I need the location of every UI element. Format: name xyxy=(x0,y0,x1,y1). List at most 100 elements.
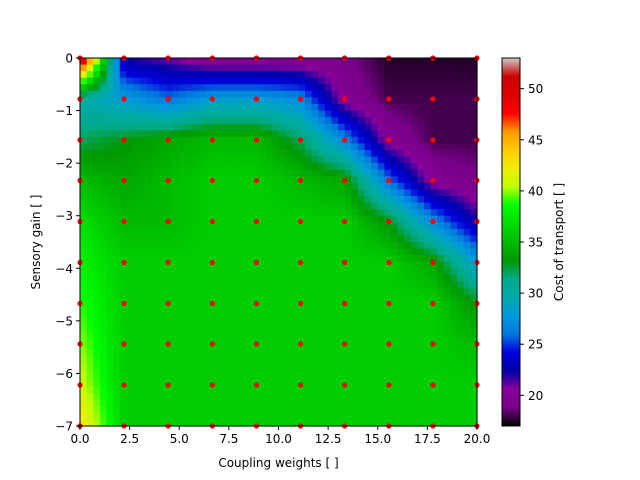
heatmap-cell xyxy=(371,334,379,342)
heatmap-cell xyxy=(166,130,174,138)
heatmap-cell xyxy=(404,353,412,361)
heatmap-cell xyxy=(338,169,346,177)
heatmap-cell xyxy=(119,353,127,361)
heatmap-cell xyxy=(457,347,465,355)
heatmap-cell xyxy=(271,156,280,164)
heatmap-cell xyxy=(252,196,260,204)
heatmap-cell xyxy=(199,143,207,151)
heatmap-cell xyxy=(285,123,293,131)
heatmap-cell xyxy=(113,334,121,342)
heatmap-cell xyxy=(318,189,326,197)
heatmap-cell xyxy=(185,268,194,276)
heatmap-cell xyxy=(172,84,180,92)
heatmap-cell xyxy=(185,235,194,243)
heatmap-cell xyxy=(371,150,379,158)
heatmap-cell xyxy=(377,182,385,191)
heatmap-cell xyxy=(152,97,160,105)
heatmap-cell xyxy=(417,294,425,302)
heatmap-cell xyxy=(199,110,207,118)
heatmap-cell xyxy=(166,215,174,223)
heatmap-cell xyxy=(166,143,174,151)
heatmap-cell xyxy=(410,281,419,289)
heatmap-cell xyxy=(172,360,180,368)
heatmap-cell xyxy=(371,117,379,125)
heatmap-cell xyxy=(80,412,88,421)
heatmap-cell xyxy=(225,110,233,118)
heatmap-cell xyxy=(205,347,213,355)
heatmap-cell xyxy=(417,255,425,263)
heatmap-cell xyxy=(212,90,220,99)
heatmap-cell xyxy=(192,274,200,283)
heatmap-cell xyxy=(185,366,194,375)
heatmap-cell xyxy=(258,242,266,250)
heatmap-cell xyxy=(470,228,478,237)
heatmap-cell xyxy=(218,261,227,269)
heatmap-cell xyxy=(126,334,134,342)
heatmap-cell xyxy=(179,209,187,217)
heatmap-cell xyxy=(291,288,299,296)
heatmap-cell xyxy=(318,353,326,361)
heatmap-cell xyxy=(344,58,352,66)
heatmap-cell xyxy=(331,150,339,158)
heatmap-cell xyxy=(311,294,319,302)
heatmap-cell xyxy=(390,327,399,335)
heatmap-cell xyxy=(278,150,286,158)
heatmap-cell xyxy=(119,84,127,92)
heatmap-cell xyxy=(278,156,286,164)
heatmap-cell xyxy=(152,222,160,230)
heatmap-cell xyxy=(113,123,121,131)
heatmap-cell xyxy=(126,419,134,427)
heatmap-cell xyxy=(225,261,233,269)
heatmap-cell xyxy=(119,406,127,414)
heatmap-cell xyxy=(285,77,293,85)
x-axis-label: Coupling weights [ ] xyxy=(218,456,338,470)
heatmap-cell xyxy=(106,288,114,296)
heatmap-cell xyxy=(126,281,134,289)
heatmap-cell xyxy=(126,294,134,302)
y-tick-label: −4 xyxy=(55,262,73,276)
heatmap-cell xyxy=(218,412,227,421)
heatmap-cell xyxy=(146,104,154,112)
heatmap-cell xyxy=(278,71,286,79)
heatmap-cell xyxy=(357,366,366,375)
heatmap-cell xyxy=(192,294,200,302)
heatmap-cell xyxy=(377,202,385,210)
heatmap-cell xyxy=(285,215,293,223)
heatmap-cell xyxy=(357,104,366,112)
heatmap-cell xyxy=(351,373,359,381)
heatmap-cell xyxy=(351,353,359,361)
heatmap-cell xyxy=(291,84,299,92)
heatmap-cell xyxy=(179,182,187,191)
heatmap-cell xyxy=(390,156,399,164)
heatmap-cell xyxy=(265,301,273,309)
heatmap-cell xyxy=(384,386,392,394)
heatmap-cell xyxy=(424,380,432,388)
heatmap-cell xyxy=(457,209,465,217)
heatmap-cell xyxy=(457,255,465,263)
heatmap-cell xyxy=(258,419,266,427)
sample-point xyxy=(253,300,260,307)
heatmap-cell xyxy=(238,399,247,407)
heatmap-cell xyxy=(152,64,160,72)
heatmap-cell xyxy=(86,97,94,105)
heatmap-cell xyxy=(146,215,154,223)
heatmap-cell xyxy=(113,228,121,237)
heatmap-cell xyxy=(397,110,405,118)
heatmap-cell xyxy=(238,97,247,105)
sample-point xyxy=(430,341,436,347)
heatmap-cell xyxy=(166,248,174,256)
heatmap-cell xyxy=(205,327,213,335)
heatmap-cell xyxy=(113,242,121,250)
heatmap-cell xyxy=(344,222,352,230)
heatmap-cell xyxy=(80,117,88,125)
sample-point xyxy=(386,218,392,225)
heatmap-cell xyxy=(377,169,385,177)
heatmap-cell xyxy=(93,136,101,145)
heatmap-cell xyxy=(185,327,194,335)
heatmap-cell xyxy=(364,412,372,421)
heatmap-cell xyxy=(106,196,114,204)
heatmap-cell xyxy=(318,156,326,164)
heatmap-cell xyxy=(291,58,299,66)
heatmap-cell xyxy=(384,268,392,276)
heatmap-cell xyxy=(238,77,247,85)
